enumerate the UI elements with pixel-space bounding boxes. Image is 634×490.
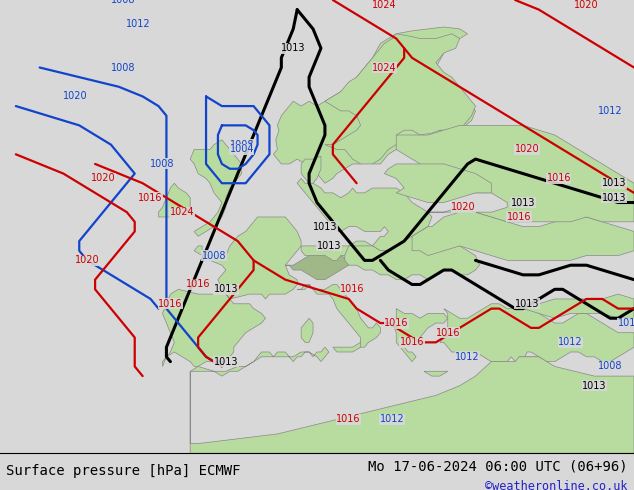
Polygon shape <box>325 34 476 164</box>
Text: 1024: 1024 <box>372 0 397 10</box>
Text: 1020: 1020 <box>515 145 540 154</box>
Text: 1016: 1016 <box>340 284 365 294</box>
Text: 1016: 1016 <box>507 212 531 222</box>
Text: 1008: 1008 <box>598 362 623 371</box>
Text: 1013: 1013 <box>602 178 626 188</box>
Text: 1020: 1020 <box>91 173 115 183</box>
Text: 1024: 1024 <box>170 207 195 217</box>
Text: 1013: 1013 <box>214 357 238 367</box>
Polygon shape <box>273 27 476 183</box>
Text: 1020: 1020 <box>63 92 87 101</box>
Polygon shape <box>297 178 432 260</box>
Text: 1012: 1012 <box>618 318 634 328</box>
Polygon shape <box>333 343 361 352</box>
Text: 1013: 1013 <box>602 193 626 203</box>
Text: 1016: 1016 <box>158 299 183 309</box>
Polygon shape <box>190 357 634 453</box>
Text: 1016: 1016 <box>186 279 210 290</box>
Text: 1008: 1008 <box>110 0 135 5</box>
Polygon shape <box>190 347 329 376</box>
Text: 1013: 1013 <box>515 299 540 309</box>
Text: 1016: 1016 <box>138 193 163 203</box>
Polygon shape <box>162 217 301 367</box>
Text: 1024: 1024 <box>372 63 397 73</box>
Polygon shape <box>301 156 321 183</box>
Text: 1012: 1012 <box>455 352 480 362</box>
Text: 1016: 1016 <box>384 318 408 328</box>
Text: ©weatheronline.co.uk: ©weatheronline.co.uk <box>485 480 628 490</box>
Text: 1008: 1008 <box>230 140 254 149</box>
Text: 1012: 1012 <box>598 106 623 116</box>
Polygon shape <box>190 140 242 236</box>
Polygon shape <box>519 357 543 367</box>
Text: 1013: 1013 <box>214 284 238 294</box>
Text: 1012: 1012 <box>559 337 583 347</box>
Polygon shape <box>285 256 353 280</box>
Text: 1020: 1020 <box>75 255 100 266</box>
Text: 1008: 1008 <box>150 159 175 169</box>
Text: 1016: 1016 <box>400 337 424 347</box>
Polygon shape <box>523 294 634 318</box>
Polygon shape <box>301 318 313 343</box>
Text: 1008: 1008 <box>202 250 226 261</box>
Polygon shape <box>412 212 634 260</box>
Text: 1013: 1013 <box>313 221 337 232</box>
Text: 1013: 1013 <box>316 241 341 251</box>
Polygon shape <box>297 285 380 347</box>
Text: 1012: 1012 <box>126 19 151 29</box>
Text: 1020: 1020 <box>451 202 476 212</box>
Polygon shape <box>424 371 448 376</box>
Text: 1004: 1004 <box>230 145 254 154</box>
Text: Mo 17-06-2024 06:00 UTC (06+96): Mo 17-06-2024 06:00 UTC (06+96) <box>368 460 628 473</box>
Text: 1012: 1012 <box>380 415 404 424</box>
Text: 1016: 1016 <box>436 328 460 338</box>
Polygon shape <box>384 164 491 202</box>
Polygon shape <box>440 304 634 362</box>
Polygon shape <box>392 309 448 362</box>
Polygon shape <box>396 125 634 222</box>
Text: Surface pressure [hPa] ECMWF: Surface pressure [hPa] ECMWF <box>6 465 241 478</box>
Text: 1016: 1016 <box>547 173 571 183</box>
Text: 1013: 1013 <box>511 197 535 208</box>
Text: 1013: 1013 <box>582 381 607 391</box>
Polygon shape <box>158 183 190 217</box>
Text: 1013: 1013 <box>281 43 306 53</box>
Text: 1008: 1008 <box>110 63 135 73</box>
Text: 1020: 1020 <box>574 0 598 10</box>
Polygon shape <box>345 226 479 280</box>
Text: 1016: 1016 <box>337 415 361 424</box>
